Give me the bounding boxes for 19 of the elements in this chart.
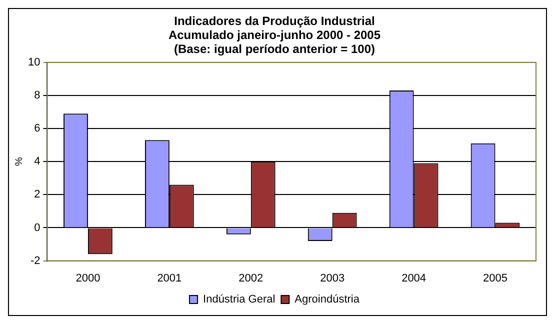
y-tick-label: 10: [28, 56, 40, 68]
legend-label: Indústria Geral: [203, 294, 276, 306]
y-axis-title: %: [14, 157, 25, 166]
x-tick-label: 2000: [76, 272, 100, 284]
y-tick-label: 6: [34, 122, 40, 135]
text: Acumulado janeiro-junho 2000 - 2005: [168, 28, 381, 42]
x-tick-label: 2001: [157, 272, 182, 284]
x-tick-label: 2002: [238, 272, 264, 284]
text: Indicadores da Produção Industrial: [174, 14, 375, 28]
y-tick-label: 8: [34, 90, 40, 102]
y-tick-label: 2: [34, 188, 40, 201]
y-tick-label: 0: [34, 222, 40, 234]
y-tick-label: -2: [30, 254, 40, 267]
legend-label: Agroindústria: [294, 294, 360, 306]
text: (Base: igual período anterior = 100): [174, 42, 376, 56]
x-tick-label: 2003: [320, 272, 345, 284]
x-tick-label: 2005: [483, 272, 508, 284]
x-tick-label: 2004: [402, 272, 426, 284]
y-tick-label: 4: [34, 156, 40, 168]
